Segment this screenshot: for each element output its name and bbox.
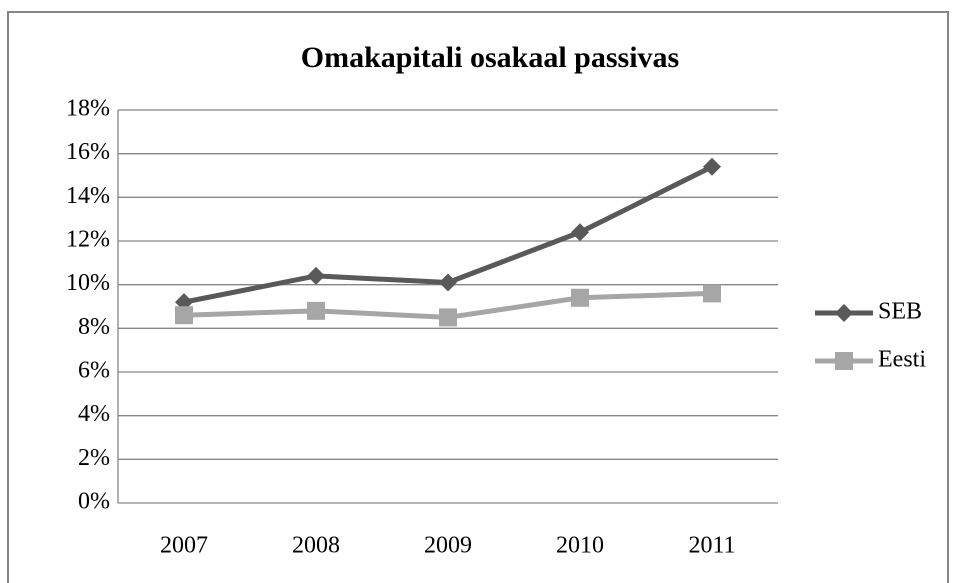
marker xyxy=(835,304,853,322)
x-tick-label: 2008 xyxy=(292,533,340,559)
marker xyxy=(307,301,325,320)
chart-frame xyxy=(7,11,949,583)
y-tick-label: 0% xyxy=(78,489,110,515)
marker xyxy=(703,157,721,176)
y-tick-label: 10% xyxy=(66,270,110,296)
chart-title: Omakapitali osakaal passivas xyxy=(301,41,679,74)
x-tick-label: 2007 xyxy=(160,533,208,559)
marker xyxy=(703,284,721,303)
y-tick-label: 16% xyxy=(66,139,110,165)
x-tick-label: 2010 xyxy=(556,533,604,559)
marker xyxy=(175,306,193,325)
y-tick-label: 6% xyxy=(78,358,110,384)
y-tick-label: 14% xyxy=(66,183,110,209)
marker xyxy=(835,352,853,370)
y-tick-label: 8% xyxy=(78,314,110,340)
marker xyxy=(439,308,457,327)
marker xyxy=(571,288,589,307)
marker xyxy=(307,266,325,285)
legend-label: SEB xyxy=(878,299,922,325)
y-tick-label: 4% xyxy=(78,401,110,427)
marker xyxy=(571,223,589,242)
x-tick-label: 2009 xyxy=(424,533,472,559)
y-tick-label: 12% xyxy=(66,227,110,253)
y-tick-label: 18% xyxy=(66,96,110,122)
y-tick-label: 2% xyxy=(78,445,110,471)
legend-label: Eesti xyxy=(878,347,926,373)
x-tick-label: 2011 xyxy=(688,533,735,559)
marker xyxy=(439,273,457,292)
